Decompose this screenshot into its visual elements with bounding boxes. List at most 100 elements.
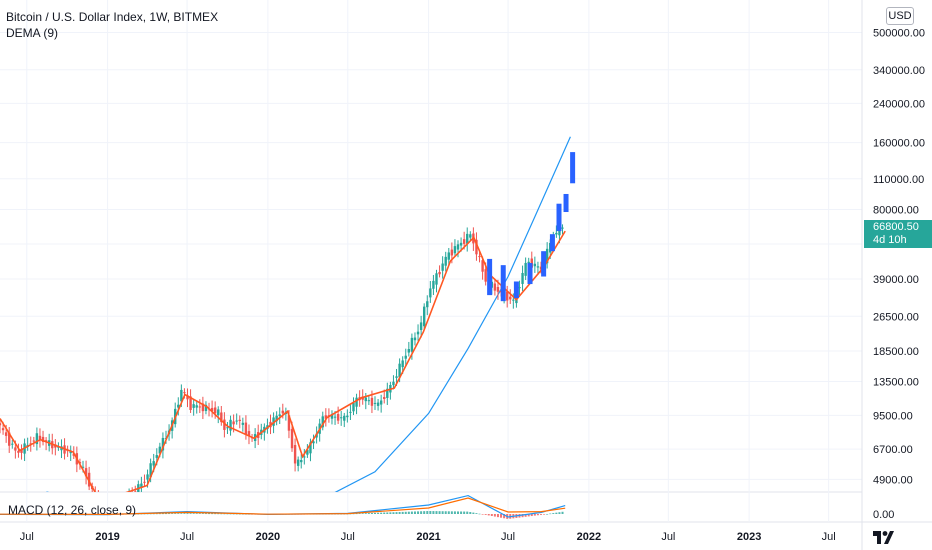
candle-body xyxy=(456,244,460,250)
macd-histogram-bar xyxy=(220,513,223,515)
candle-body xyxy=(373,402,377,404)
candle-body xyxy=(481,260,484,272)
price-tick-label: 9500.00 xyxy=(873,410,913,422)
candle-body xyxy=(478,256,481,258)
candle-body xyxy=(14,447,17,451)
candle-body xyxy=(447,252,450,260)
macd-histogram-bar xyxy=(214,513,217,515)
macd-histogram-bar xyxy=(177,513,180,514)
candle-body xyxy=(324,415,328,419)
candle-body xyxy=(296,459,300,466)
projection-bar xyxy=(527,263,533,285)
macd-histogram-bar xyxy=(552,513,555,514)
macd-histogram-bar xyxy=(530,514,533,517)
price-tick-label: 340000.00 xyxy=(873,65,925,77)
macd-histogram-bar xyxy=(208,513,211,515)
currency-button[interactable]: USD xyxy=(886,7,914,25)
macd-histogram-bar xyxy=(155,513,158,515)
projection-bar xyxy=(541,251,547,277)
macd-histogram-bar xyxy=(355,513,358,515)
price-tick-label: 4900.00 xyxy=(873,474,913,486)
macd-histogram-bar xyxy=(432,511,435,514)
candle-body xyxy=(343,415,346,421)
candle-body xyxy=(149,463,152,478)
macd-histogram-bar xyxy=(383,512,386,514)
macd-histogram-bar xyxy=(186,513,189,514)
indicator-label-macd[interactable]: MACD (12, 26, close, 9) xyxy=(8,503,137,517)
price-tick-label: 6700.00 xyxy=(873,444,913,456)
price-tick-label: 26500.00 xyxy=(873,311,919,323)
candle-body xyxy=(241,422,245,425)
time-tick-label: Jul xyxy=(20,531,34,543)
candle-body xyxy=(395,376,398,378)
macd-histogram-bar xyxy=(377,512,380,514)
macd-histogram-bar xyxy=(361,513,364,514)
macd-histogram-bar xyxy=(152,513,155,515)
macd-histogram-bar xyxy=(469,512,472,514)
price-tick-label: 160000.00 xyxy=(873,138,925,150)
candle-body xyxy=(413,337,417,341)
macd-histogram-bar xyxy=(149,513,152,515)
growth-curve-line xyxy=(46,136,571,492)
candle-body xyxy=(220,412,223,423)
candle-body xyxy=(290,429,294,449)
candle-body xyxy=(469,234,472,238)
candle-body xyxy=(450,249,454,256)
chart-title: Bitcoin / U.S. Dollar Index, 1W, BITMEX xyxy=(6,10,219,24)
candle-body xyxy=(401,360,404,368)
macd-histogram-bar xyxy=(367,513,370,514)
candle-body xyxy=(84,468,88,477)
macd-histogram-bar xyxy=(503,514,506,519)
candle-body xyxy=(235,420,238,422)
indicator-label-dema[interactable]: DEMA (9) xyxy=(6,26,59,40)
projection-bar xyxy=(556,203,562,232)
macd-histogram-bar xyxy=(420,511,423,514)
candle-body xyxy=(35,433,39,445)
macd-histogram-bar xyxy=(481,514,484,515)
macd-histogram-bar xyxy=(463,511,466,514)
candle-body xyxy=(432,280,435,289)
candle-body xyxy=(134,491,137,492)
price-tick-label: 500000.00 xyxy=(873,28,925,40)
candle-body xyxy=(195,405,198,408)
macd-histogram-bar xyxy=(426,511,429,514)
candle-body xyxy=(438,271,441,275)
candle-body xyxy=(183,392,186,394)
candle-body xyxy=(355,397,358,407)
macd-histogram-bar xyxy=(226,513,229,515)
time-tick-label: 2023 xyxy=(737,531,761,543)
candle-body xyxy=(0,423,2,426)
candle-body xyxy=(232,421,235,425)
candle-body xyxy=(247,431,251,437)
candle-body xyxy=(410,337,414,352)
candle-body xyxy=(204,404,208,411)
candle-body xyxy=(1,428,5,431)
time-tick-label: Jul xyxy=(501,531,515,543)
tradingview-logo-icon[interactable] xyxy=(872,527,894,547)
macd-histogram-bar xyxy=(555,512,558,514)
macd-histogram-bar xyxy=(475,513,478,514)
macd-histogram-bar xyxy=(493,514,496,517)
time-axis[interactable]: Jul 2019 Jul 2020 Jul 2021 Jul 2022 Jul 2023 Jul xyxy=(20,531,836,543)
candle-body xyxy=(238,419,241,422)
price-tick-label: 110000.00 xyxy=(873,174,924,186)
candle-body xyxy=(404,355,407,359)
macd-histogram-bar xyxy=(524,514,527,517)
time-tick-label: Jul xyxy=(180,531,194,543)
macd-histogram-bar xyxy=(540,514,543,515)
candle-body xyxy=(441,263,444,271)
candle-body xyxy=(330,414,334,419)
last-price-tag: 66800.50 4d 10h xyxy=(864,220,932,248)
macd-histogram-bar xyxy=(413,511,416,514)
candle-body xyxy=(303,456,306,458)
candle-body xyxy=(81,466,85,468)
macd-histogram-bar xyxy=(417,511,420,514)
candle-body xyxy=(158,446,162,454)
candle-body xyxy=(493,283,497,291)
macd-histogram-bar xyxy=(164,513,167,515)
price-axis[interactable]: 500000.00 340000.00 240000.00 160000.00 1100… xyxy=(861,0,925,550)
candle-body xyxy=(422,306,426,327)
macd-pane xyxy=(0,494,566,519)
candle-body xyxy=(146,474,149,480)
